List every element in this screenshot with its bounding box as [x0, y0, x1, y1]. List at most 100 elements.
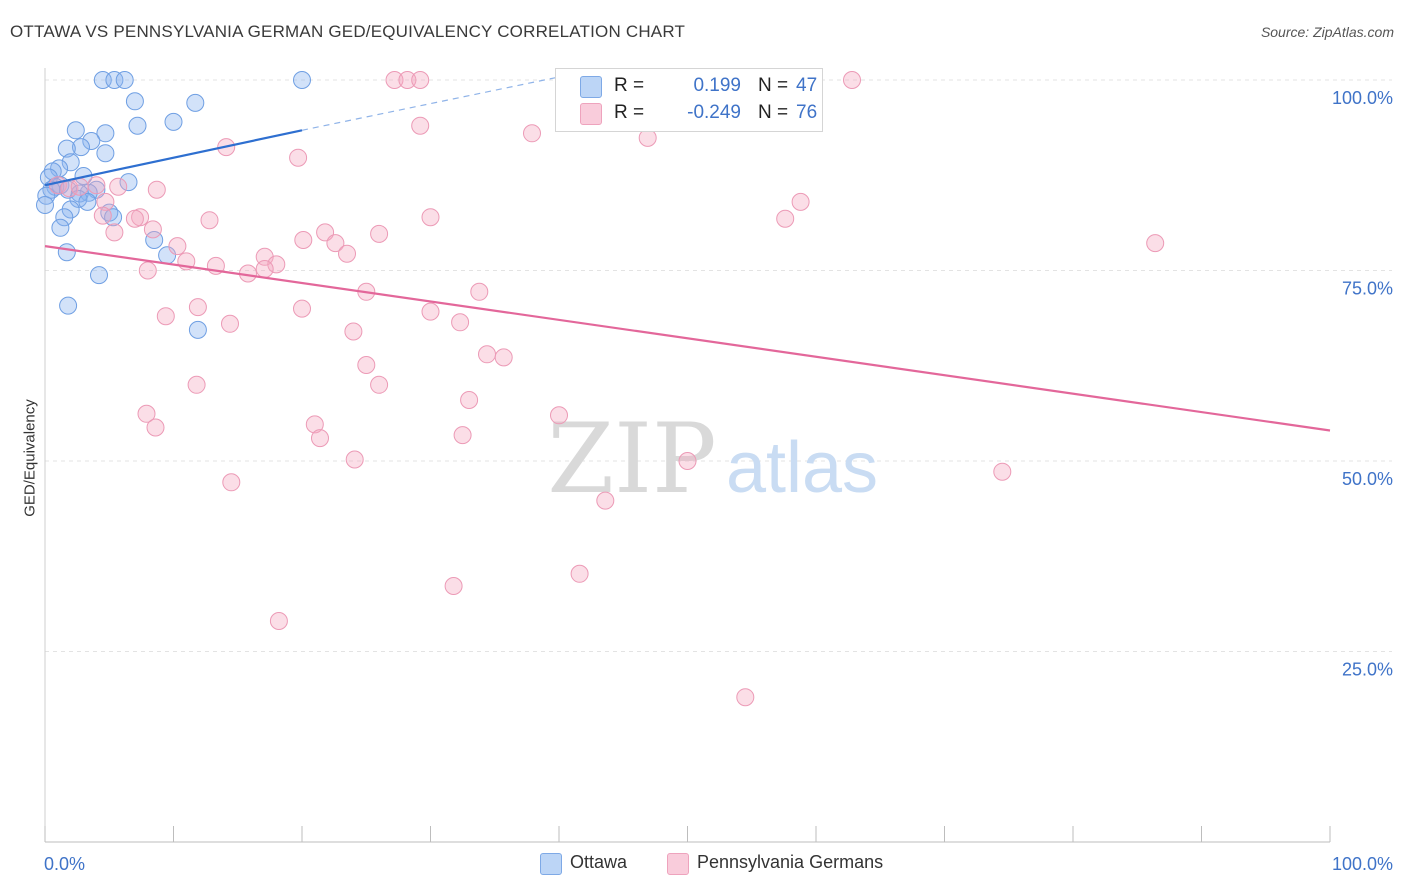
- point-ottawa: [37, 186, 56, 205]
- point-penn: [478, 345, 496, 364]
- y-tick-label: 100.0%: [1332, 88, 1393, 108]
- point-ottawa: [96, 144, 115, 163]
- point-penn: [255, 260, 274, 278]
- point-ottawa: [90, 266, 108, 285]
- point-penn: [421, 302, 440, 321]
- point-penn: [96, 192, 115, 211]
- point-penn: [87, 176, 106, 195]
- point-ottawa: [57, 139, 76, 158]
- point-penn: [267, 255, 286, 274]
- legend-swatch-penn: [580, 103, 602, 125]
- point-penn: [791, 192, 810, 211]
- point-ottawa: [59, 296, 78, 315]
- point-penn: [993, 462, 1012, 481]
- point-ottawa: [61, 200, 80, 219]
- point-penn: [168, 237, 187, 256]
- point-penn: [125, 209, 144, 228]
- point-penn: [345, 450, 364, 469]
- legend-r-value-penn: -0.249: [687, 102, 741, 123]
- point-penn: [385, 71, 404, 89]
- point-ottawa: [57, 243, 76, 262]
- data-points: [36, 71, 1165, 707]
- point-penn: [678, 452, 697, 470]
- legend-swatch-ottawa: [580, 76, 602, 98]
- point-ottawa: [51, 218, 70, 237]
- legend-n-value-ottawa: 47: [796, 75, 818, 96]
- point-penn: [736, 688, 755, 707]
- point-penn: [311, 429, 329, 448]
- legend-n-value-penn: 76: [796, 102, 818, 123]
- point-penn: [523, 124, 541, 143]
- point-ottawa: [164, 112, 183, 131]
- bottom-legend-label-penn: Pennsylvania Germans: [697, 852, 884, 872]
- bottom-swatch-ottawa: [540, 853, 562, 875]
- tick-labels: 25.0% 50.0% 75.0% 100.0% 0.0% 100.0%: [44, 88, 1393, 874]
- trendline-ottawa-extension: [301, 76, 560, 131]
- point-penn: [269, 612, 288, 630]
- point-penn: [156, 307, 175, 326]
- x-tick-label-end: 100.0%: [1332, 854, 1393, 874]
- point-ottawa: [96, 124, 115, 143]
- point-penn: [187, 375, 206, 394]
- legend-r-label: R =: [614, 75, 645, 96]
- point-penn: [221, 314, 239, 333]
- point-penn: [70, 177, 89, 196]
- legend-n-label: N =: [758, 75, 789, 96]
- point-penn: [453, 426, 472, 445]
- point-penn: [1146, 234, 1165, 253]
- trend-lines: [44, 76, 1331, 432]
- x-tick-label-start: 0.0%: [44, 854, 85, 874]
- y-tick-label: 25.0%: [1342, 660, 1393, 680]
- stats-legend: R = 0.199 N = 47 R = -0.249 N = 76: [555, 68, 823, 132]
- point-ottawa: [66, 121, 85, 140]
- point-ottawa: [293, 71, 311, 89]
- point-penn: [470, 282, 489, 301]
- point-penn: [411, 116, 430, 135]
- point-penn: [570, 564, 589, 583]
- source-label: Source: ZipAtlas.com: [1260, 24, 1394, 40]
- point-penn: [305, 415, 324, 434]
- point-penn: [411, 71, 430, 89]
- point-penn: [147, 180, 166, 199]
- point-ottawa: [78, 192, 97, 211]
- point-ottawa: [119, 173, 138, 192]
- point-penn: [200, 211, 219, 230]
- legend-r-value-ottawa: 0.199: [693, 75, 741, 96]
- watermark-atlas: atlas: [726, 428, 878, 508]
- axes: [44, 68, 1331, 843]
- point-penn: [451, 313, 470, 332]
- legend-n-label: N =: [758, 102, 789, 123]
- y-tick-label: 50.0%: [1342, 469, 1393, 489]
- point-penn: [357, 356, 376, 374]
- point-penn: [421, 208, 440, 227]
- trendline-ottawa: [44, 129, 303, 187]
- point-penn: [370, 224, 389, 243]
- watermark-zip: ZIP: [547, 403, 716, 515]
- point-penn: [494, 348, 513, 367]
- watermark: ZIP atlas: [547, 403, 878, 515]
- bottom-swatch-penn: [667, 853, 689, 875]
- point-penn: [294, 231, 313, 249]
- point-penn: [550, 406, 568, 425]
- point-ottawa: [105, 71, 124, 89]
- point-ottawa: [36, 196, 54, 214]
- point-penn: [137, 404, 156, 423]
- bottom-legend-label-ottawa: Ottawa: [570, 852, 628, 872]
- point-ottawa: [61, 153, 80, 172]
- point-ottawa: [72, 138, 90, 157]
- point-penn: [143, 220, 162, 239]
- chart-title: OTTAWA VS PENNSYLVANIA GERMAN GED/EQUIVA…: [10, 22, 686, 41]
- point-penn: [293, 299, 311, 318]
- point-penn: [776, 209, 795, 228]
- point-penn: [460, 391, 479, 409]
- point-penn: [338, 244, 356, 263]
- trendline-penn: [44, 245, 1331, 432]
- point-penn: [146, 418, 165, 437]
- point-penn: [370, 375, 389, 394]
- point-penn: [93, 206, 112, 225]
- point-penn: [398, 71, 417, 89]
- point-penn: [444, 577, 463, 595]
- point-penn: [843, 71, 861, 89]
- legend-r-label: R =: [614, 102, 645, 123]
